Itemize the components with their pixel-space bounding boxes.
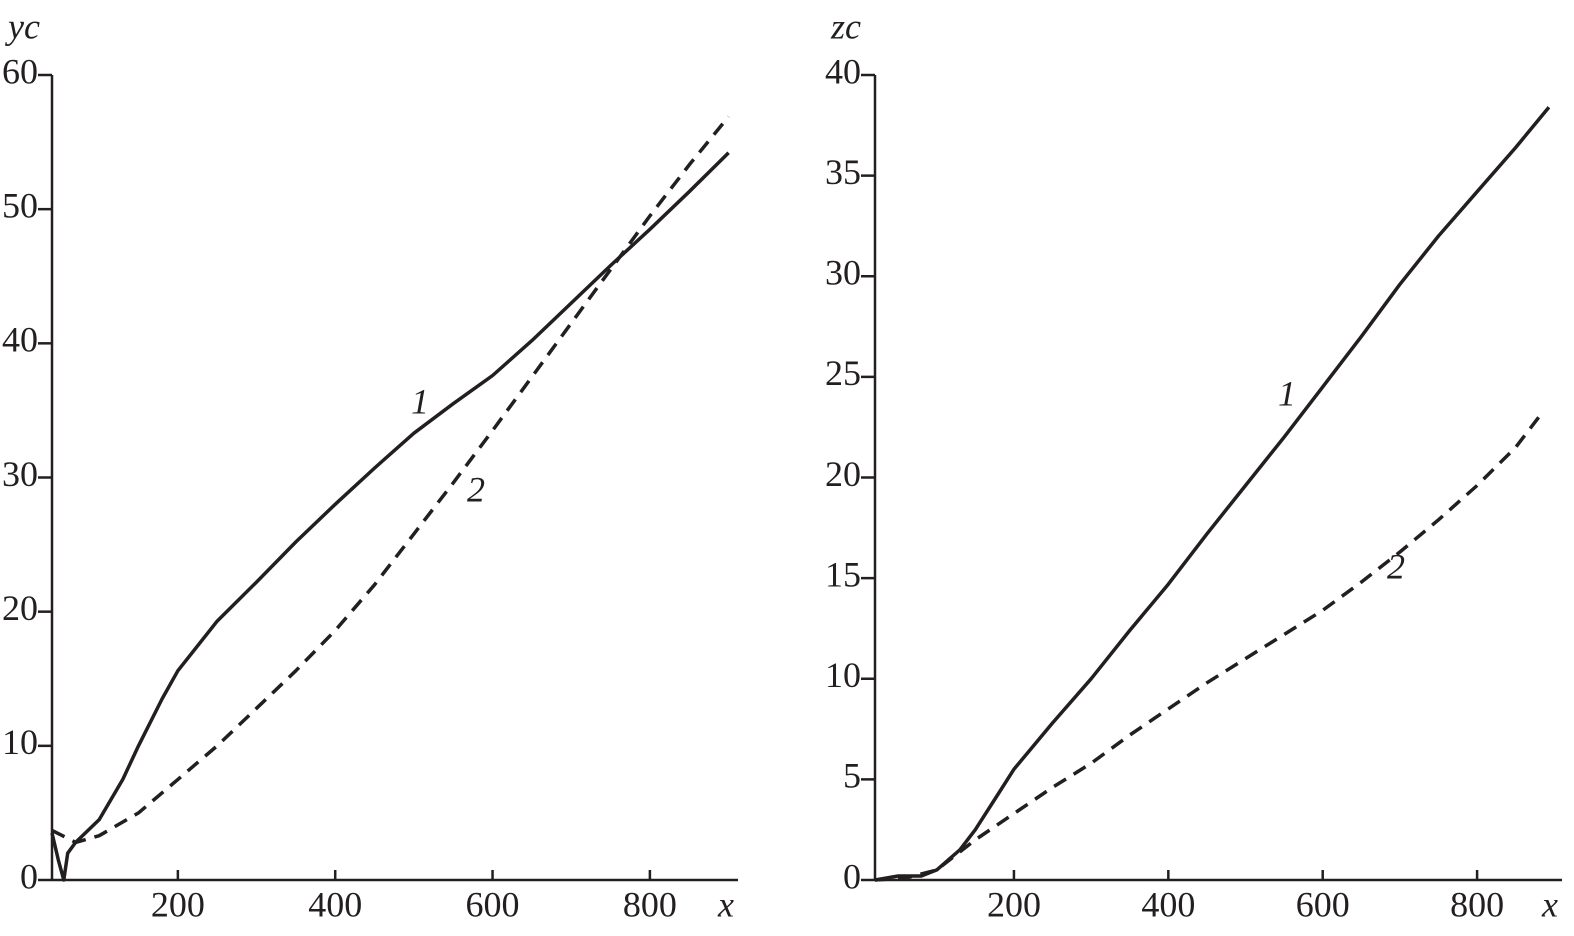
x-tick-label: 200 xyxy=(987,884,1041,924)
y-axis-label: zc xyxy=(830,6,861,46)
x-axis-label: x xyxy=(717,884,734,924)
x-tick-label: 800 xyxy=(623,884,677,924)
y-tick-label: 15 xyxy=(825,554,861,594)
y-tick-label: 40 xyxy=(2,320,38,360)
y-tick-label: 50 xyxy=(2,185,38,225)
series-label: 1 xyxy=(411,381,429,421)
x-tick-label: 400 xyxy=(1141,884,1195,924)
y-tick-label: 40 xyxy=(825,51,861,91)
series-label: 2 xyxy=(467,469,485,509)
y-tick-label: 0 xyxy=(843,856,861,896)
x-tick-label: 600 xyxy=(1296,884,1350,924)
y-tick-label: 20 xyxy=(825,454,861,494)
y-axis-label: yc xyxy=(5,6,40,46)
x-tick-label: 400 xyxy=(308,884,362,924)
series-line xyxy=(51,115,730,845)
x-axis-label: x xyxy=(1541,884,1558,924)
series-label: 1 xyxy=(1278,373,1296,413)
y-tick-label: 30 xyxy=(825,253,861,293)
y-tick-label: 25 xyxy=(825,353,861,393)
y-tick-label: 35 xyxy=(825,152,861,192)
series-line xyxy=(874,416,1541,882)
y-tick-label: 5 xyxy=(843,756,861,796)
y-tick-label: 30 xyxy=(2,454,38,494)
x-tick-label: 600 xyxy=(466,884,520,924)
series-label: 2 xyxy=(1387,546,1405,586)
y-tick-label: 10 xyxy=(825,655,861,695)
y-tick-label: 0 xyxy=(20,856,38,896)
y-tick-label: 10 xyxy=(2,722,38,762)
y-tick-label: 20 xyxy=(2,588,38,628)
series-line xyxy=(50,151,730,882)
series-line xyxy=(874,106,1551,882)
y-tick-label: 60 xyxy=(2,51,38,91)
x-tick-label: 800 xyxy=(1450,884,1504,924)
x-tick-label: 200 xyxy=(151,884,205,924)
